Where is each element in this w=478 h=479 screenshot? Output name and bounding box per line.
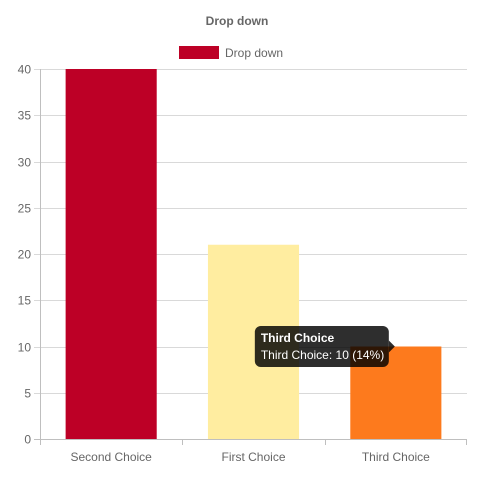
legend: Drop down (179, 46, 283, 60)
tooltip-arrow (388, 340, 395, 353)
x-tick-label: Second Choice (70, 450, 152, 464)
tooltip-body: Third Choice: 10 (14%) (261, 348, 384, 362)
y-tick-label: 30 (18, 156, 32, 170)
y-tick-label: 35 (18, 109, 32, 123)
y-tick-label: 25 (18, 202, 32, 216)
tooltip-title: Third Choice (261, 331, 335, 345)
x-axis: Second Choice First Choice Third Choice (40, 439, 467, 464)
x-tick-label: First Choice (221, 450, 285, 464)
y-axis: 0 5 10 15 20 25 30 35 40 (18, 63, 41, 447)
tooltip: Third Choice Third Choice: 10 (14%) (254, 326, 395, 367)
y-tick-label: 0 (24, 433, 31, 447)
y-tick-label: 40 (18, 63, 32, 77)
y-tick-label: 5 (24, 387, 31, 401)
chart-title: Drop down (206, 14, 269, 28)
y-tick-label: 15 (18, 294, 32, 308)
legend-label[interactable]: Drop down (225, 46, 283, 60)
bars (65, 69, 442, 439)
bar-second-choice[interactable] (65, 69, 157, 439)
y-tick-label: 10 (18, 341, 32, 355)
tooltip-box (254, 326, 389, 367)
legend-swatch[interactable] (179, 46, 219, 59)
y-tick-label: 20 (18, 248, 32, 262)
x-tick-label: Third Choice (362, 450, 430, 464)
